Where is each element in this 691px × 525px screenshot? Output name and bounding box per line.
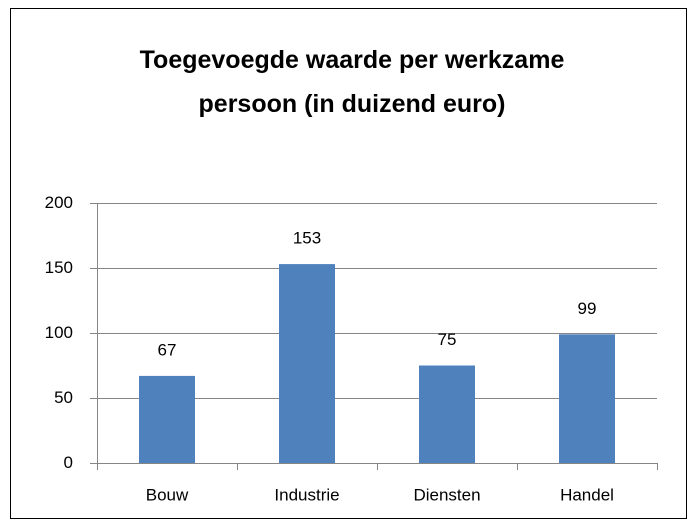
bar xyxy=(419,365,475,463)
bar xyxy=(279,264,335,463)
y-tick-label: 200 xyxy=(45,193,73,212)
x-tick-label: Bouw xyxy=(146,485,189,504)
bar xyxy=(139,375,195,463)
x-tick-label: Industrie xyxy=(274,485,339,504)
value-label: 153 xyxy=(293,229,321,248)
y-tick-label: 50 xyxy=(54,388,73,407)
value-label: 75 xyxy=(438,330,457,349)
y-tick-label: 150 xyxy=(45,258,73,277)
value-label: 99 xyxy=(578,299,597,318)
value-label: 67 xyxy=(158,340,177,359)
chart-title: Toegevoegde waarde per werkzame persoon … xyxy=(139,46,565,118)
x-tick-label: Diensten xyxy=(413,485,480,504)
bar xyxy=(559,334,615,463)
y-tick-label: 0 xyxy=(64,453,73,472)
x-tick-label: Handel xyxy=(560,485,614,504)
y-tick-label: 100 xyxy=(45,323,73,342)
